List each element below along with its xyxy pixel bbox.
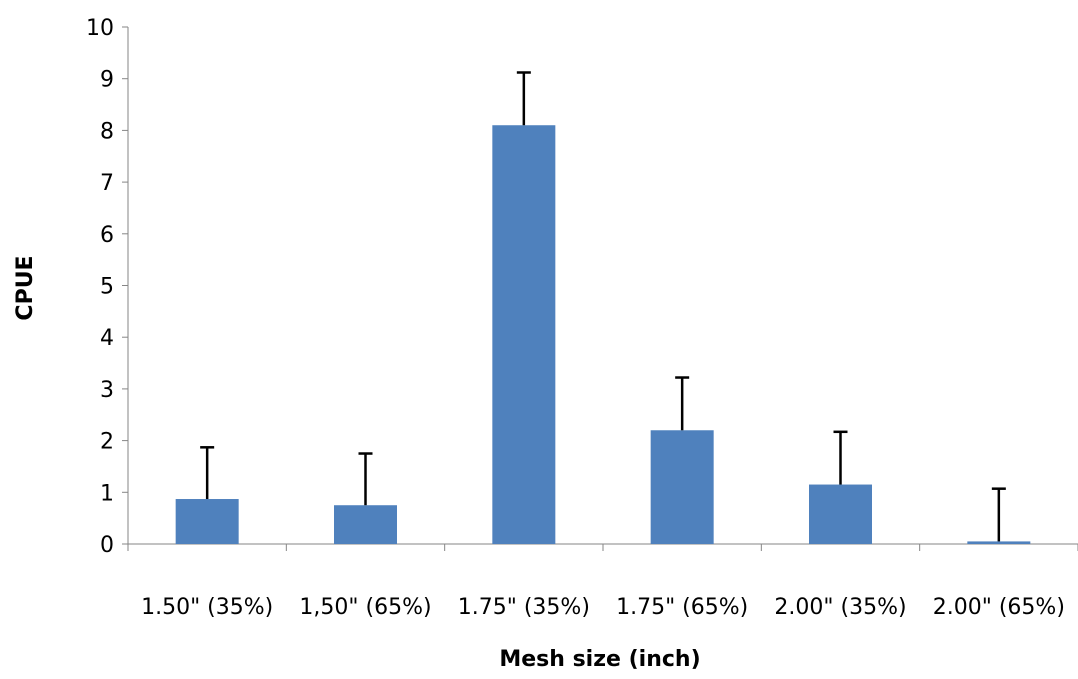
error-bar [516, 71, 531, 126]
x-tick-label: 1.75" (65%) [616, 595, 748, 620]
y-tick-label: 8 [100, 119, 114, 144]
error-bar [200, 446, 215, 500]
y-tick-label: 6 [100, 223, 114, 248]
x-tick-label: 2.00" (65%) [933, 595, 1065, 620]
y-tick-label: 7 [100, 171, 114, 196]
y-tick-label: 3 [100, 378, 114, 403]
bar [492, 125, 556, 544]
error-bar [358, 452, 373, 506]
x-tick-label: 1,50" (65%) [299, 595, 431, 620]
y-tick-label: 0 [100, 533, 114, 558]
error-bar [675, 376, 690, 431]
x-tick-label: 1.75" (35%) [458, 595, 590, 620]
x-tick-label: 2.00" (35%) [774, 595, 906, 620]
y-tick-label: 1 [100, 481, 114, 506]
bar [809, 484, 872, 544]
bar [334, 505, 397, 544]
bar [650, 430, 714, 544]
y-tick-label: 10 [86, 16, 114, 41]
bar [175, 499, 239, 544]
x-axis: 1.50" (35%) 1,50" (65%) 1.75" (35%) 1.75" (… [127, 543, 1078, 620]
x-axis-title: Mesh size (inch) [499, 647, 700, 672]
error-bars [200, 71, 1006, 542]
y-axis: 0 1 2 3 4 5 6 7 8 9 10 [86, 16, 129, 558]
y-axis-title: CPUE [13, 255, 38, 320]
error-bar [833, 430, 848, 485]
bar [967, 541, 1031, 544]
y-tick-label: 4 [100, 326, 114, 351]
error-bar [991, 487, 1006, 542]
x-tick-label: 1.50" (35%) [141, 595, 273, 620]
y-tick-label: 5 [100, 275, 114, 300]
bars [175, 125, 1031, 544]
y-tick-label: 2 [100, 430, 114, 455]
y-tick-label: 9 [100, 68, 114, 93]
